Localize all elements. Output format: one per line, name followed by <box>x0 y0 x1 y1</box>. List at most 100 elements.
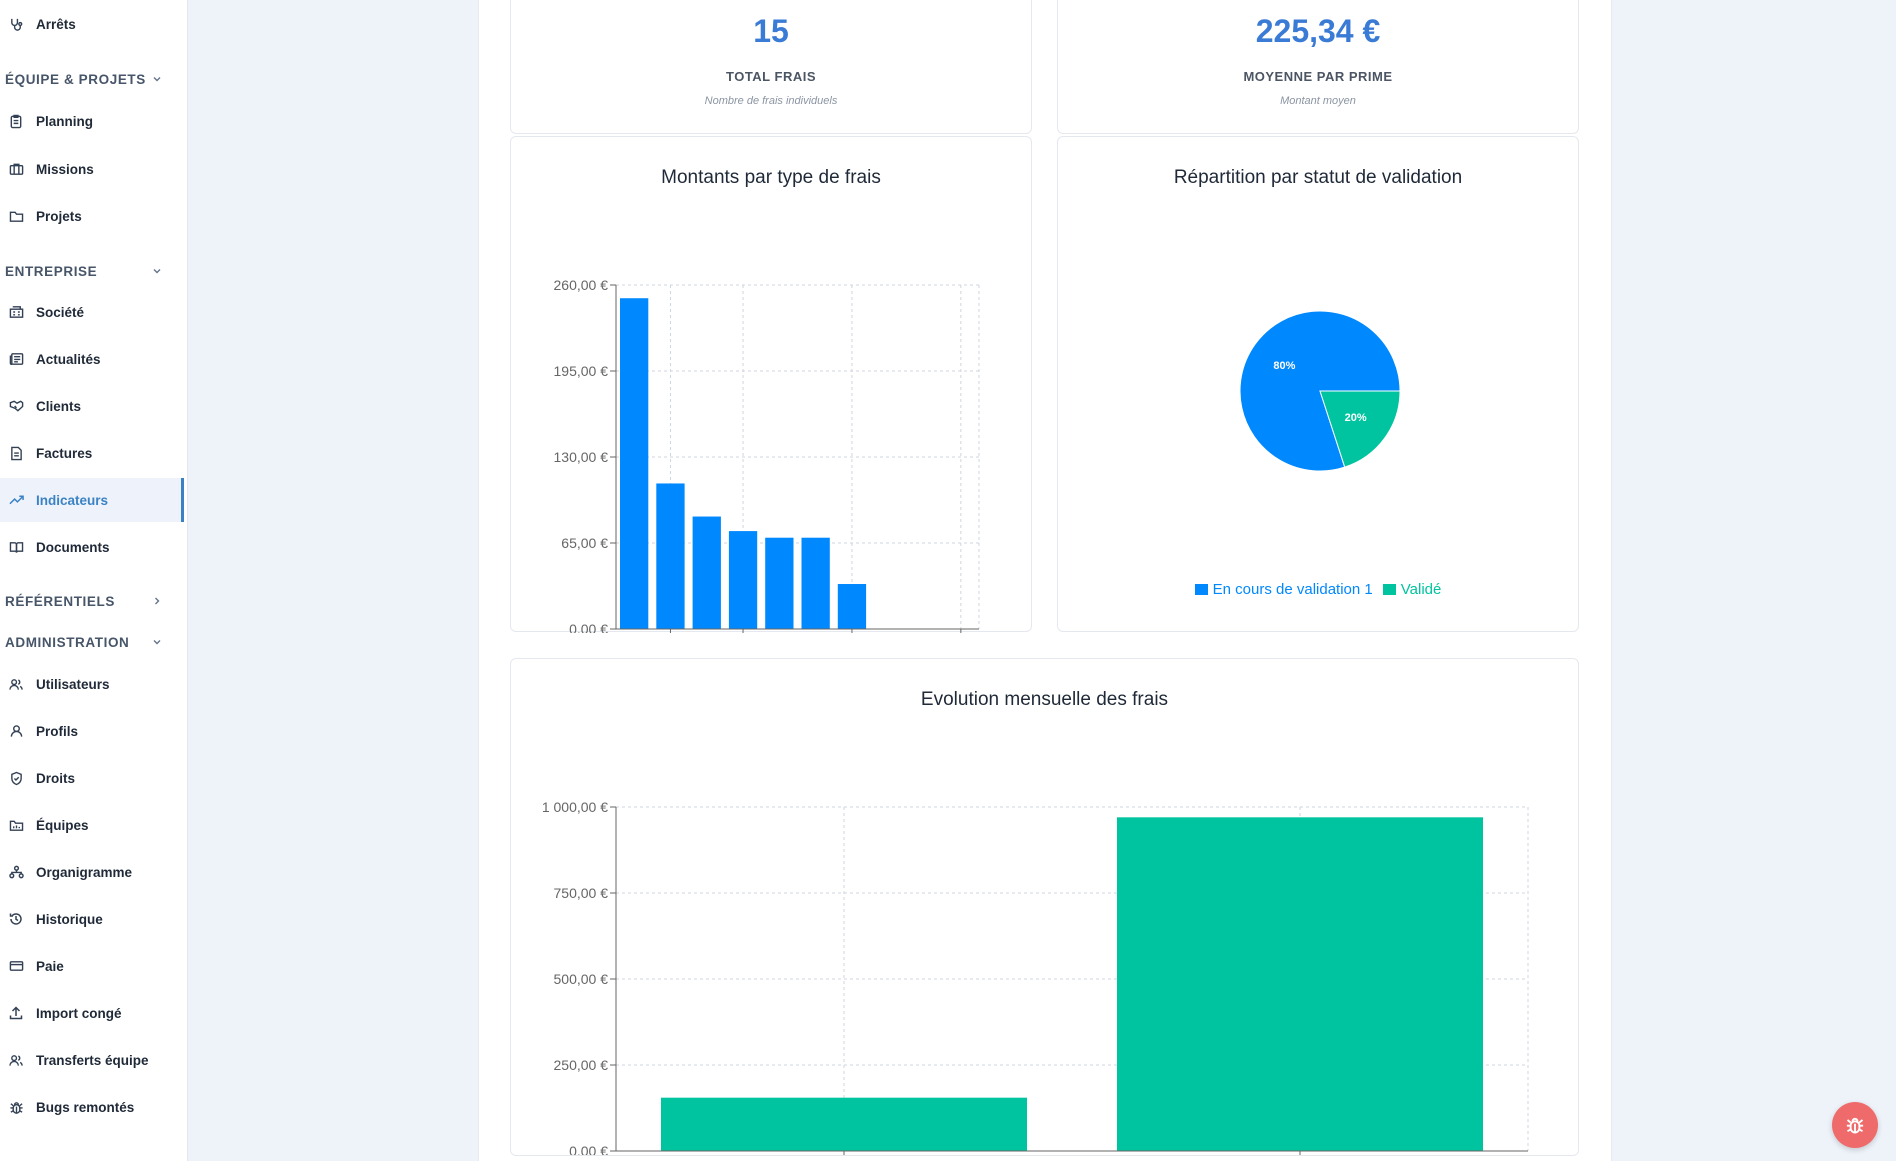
org-chart-icon <box>8 864 24 880</box>
pie-slice <box>1319 390 1401 468</box>
sidebar-item-label: Transferts équipe <box>36 1052 149 1068</box>
legend-swatch <box>1194 584 1208 595</box>
building-icon <box>8 304 24 320</box>
legend-item-en-cours[interactable]: En cours de validation 1 <box>1194 581 1373 598</box>
bar <box>837 584 867 629</box>
sidebar-item-label: Historique <box>36 911 103 927</box>
sidebar-item-label: Import congé <box>36 1005 122 1021</box>
sidebar-item-factures[interactable]: Factures <box>0 431 184 475</box>
stat-label: TOTAL FRAIS <box>726 69 816 84</box>
chart-card-type-frais: Montants par type de frais 0,00 € 65,00 €… <box>510 136 1032 633</box>
bar <box>620 298 649 629</box>
folder-icon <box>8 208 24 224</box>
bug-icon <box>1846 1117 1864 1134</box>
sidebar-section-referentiels[interactable]: RÉFÉRENTIELS <box>0 586 176 616</box>
y-tick-label: 250,00 € <box>554 1057 609 1073</box>
sidebar-item-profils[interactable]: Profils <box>0 709 184 753</box>
chart-statut-validation: 80% 20% <box>1239 310 1401 472</box>
clipboard-icon <box>8 113 24 129</box>
sidebar-section-equipe[interactable]: ÉQUIPE & PROJETS <box>0 64 176 94</box>
section-label: ENTREPRISE <box>5 263 98 279</box>
history-icon <box>8 911 24 927</box>
y-tick-label: 130,00 € <box>554 449 609 465</box>
chart-type-frais: 0,00 €65,00 €130,00 €195,00 €260,00 €Car… <box>554 277 980 633</box>
bar <box>656 483 685 629</box>
sidebar-item-documents[interactable]: Documents <box>0 525 184 569</box>
pie-slice-label: 20% <box>1345 412 1367 424</box>
stat-value: 225,34 € <box>1255 13 1381 49</box>
sidebar-item-societe[interactable]: Société <box>0 290 184 334</box>
sidebar-item-missions[interactable]: Missions <box>0 147 184 191</box>
sidebar-item-label: Factures <box>36 445 93 461</box>
section-label: ÉQUIPE & PROJETS <box>5 71 146 87</box>
y-tick-label: 500,00 € <box>554 971 609 987</box>
sidebar-item-label: Équipes <box>36 817 89 833</box>
chart-card-statut-validation: Répartition par statut de validation 80%… <box>1057 136 1579 632</box>
stat-label: MOYENNE PAR PRIME <box>1243 69 1393 84</box>
section-label: ADMINISTRATION <box>5 634 130 650</box>
legend-swatch <box>1382 584 1396 595</box>
sidebar-item-label: Actualités <box>36 351 101 367</box>
bar <box>801 537 830 629</box>
sidebar-item-droits[interactable]: Droits <box>0 756 184 800</box>
stat-value: 15 <box>753 13 789 49</box>
y-tick-label: 1 000,00 € <box>542 799 608 815</box>
legend-label: Validé <box>1400 581 1442 598</box>
sidebar-item-equipes[interactable]: Équipes <box>0 803 184 847</box>
shield-icon <box>8 770 24 786</box>
sidebar-item-arrets[interactable]: Arrêts <box>0 2 184 46</box>
sidebar-item-utilisateurs[interactable]: Utilisateurs <box>0 662 184 706</box>
sidebar-item-transferts-equipe[interactable]: Transferts équipe <box>0 1038 184 1082</box>
users-icon <box>8 676 24 692</box>
sidebar-item-label: Profils <box>36 723 79 739</box>
team-chart-icon <box>8 817 24 833</box>
sidebar-section-administration[interactable]: ADMINISTRATION <box>0 627 176 657</box>
sidebar-item-indicateurs[interactable]: Indicateurs <box>0 478 184 522</box>
sidebar-item-label: Planning <box>36 113 93 129</box>
legend-item-valide[interactable]: Validé <box>1382 581 1442 598</box>
sidebar-item-projets[interactable]: Projets <box>0 194 184 238</box>
sidebar-item-clients[interactable]: Clients <box>0 384 184 428</box>
stat-subtitle: Nombre de frais individuels <box>704 95 838 107</box>
y-tick-label: 260,00 € <box>554 277 609 293</box>
chart-card-evolution-mensuelle: Evolution mensuelle des frais 0,00 € 250,… <box>510 658 1579 1156</box>
y-tick-label: 750,00 € <box>554 885 609 901</box>
chart-title: Evolution mensuelle des frais <box>920 689 1169 710</box>
chevron-right-icon <box>155 597 160 605</box>
y-tick-label: 65,00 € <box>561 535 608 551</box>
newspaper-icon <box>8 351 24 367</box>
bar <box>692 516 721 629</box>
sidebar-item-label: Projets <box>36 208 82 224</box>
stat-card-total-frais: 15 TOTAL FRAIS Nombre de frais individue… <box>510 0 1032 134</box>
sidebar-item-label: Clients <box>36 398 82 414</box>
sidebar-item-actualites[interactable]: Actualités <box>0 337 184 381</box>
sidebar-item-label: Indicateurs <box>36 492 109 508</box>
bar <box>1117 817 1483 1151</box>
bar <box>765 537 794 629</box>
sidebar-item-label: Organigramme <box>36 864 133 880</box>
sidebar-item-paie[interactable]: Paie <box>0 944 184 988</box>
invoice-icon <box>8 445 24 461</box>
trending-up-icon <box>8 492 24 508</box>
pie-slice-label: 80% <box>1273 360 1295 372</box>
sidebar-item-bugs-remontes[interactable]: Bugs remontés <box>0 1085 184 1129</box>
sidebar-item-label: Arrêts <box>36 16 76 32</box>
bug-report-button[interactable] <box>1832 1102 1878 1148</box>
credit-card-icon <box>8 958 24 974</box>
sidebar-item-label: Documents <box>36 539 110 555</box>
sidebar-item-label: Bugs remontés <box>36 1099 135 1115</box>
sidebar-item-label: Missions <box>36 161 94 177</box>
user-icon <box>8 723 24 739</box>
users-transfer-icon <box>8 1052 24 1068</box>
stat-card-moyenne-prime: 225,34 € MOYENNE PAR PRIME Montant moyen <box>1057 0 1579 134</box>
sidebar-item-historique[interactable]: Historique <box>0 897 184 941</box>
sidebar: Arrêts ÉQUIPE & PROJETS Planning Mission… <box>0 0 188 1161</box>
y-tick-label: 195,00 € <box>554 363 609 379</box>
upload-icon <box>8 1005 24 1021</box>
sidebar-item-label: Paie <box>36 958 64 974</box>
sidebar-section-entreprise[interactable]: ENTREPRISE <box>0 256 176 286</box>
handshake-icon <box>8 398 24 414</box>
sidebar-item-planning[interactable]: Planning <box>0 99 184 143</box>
sidebar-item-organigramme[interactable]: Organigramme <box>0 850 184 894</box>
sidebar-item-import-conge[interactable]: Import congé <box>0 991 184 1035</box>
